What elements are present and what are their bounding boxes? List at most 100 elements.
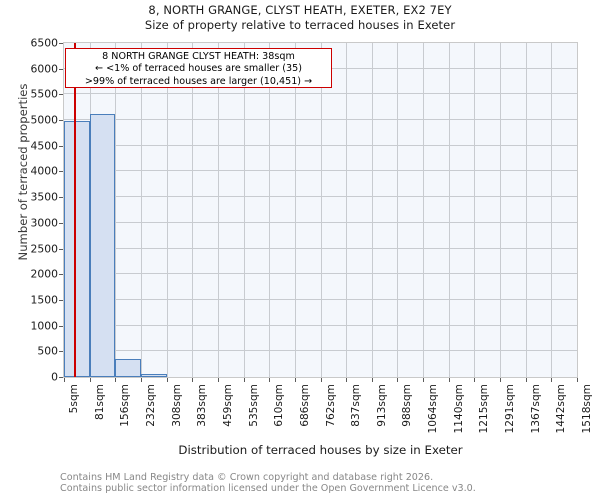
gridline-vertical: [423, 43, 425, 377]
gridline-horizontal: [64, 170, 577, 172]
y-axis-tick-mark: [59, 120, 63, 122]
y-axis-tick-mark: [59, 222, 63, 224]
gridline-vertical: [500, 43, 502, 377]
x-axis-tick-label: 308sqm: [170, 384, 183, 427]
gridline-vertical: [269, 43, 271, 377]
x-axis-tick-mark: [500, 378, 502, 382]
y-axis-tick-label: 6500: [30, 36, 58, 50]
gridline-vertical: [551, 43, 553, 377]
gridline-horizontal: [64, 298, 577, 300]
gridline-horizontal: [64, 324, 577, 326]
x-axis-tick-label: 383sqm: [196, 384, 209, 427]
x-axis-tick-label: 459sqm: [221, 384, 234, 427]
x-axis-tick-mark: [423, 378, 425, 382]
bar: [64, 121, 90, 377]
gridline-vertical: [166, 43, 168, 377]
plot-area: [63, 42, 578, 378]
property-size-marker-line: [74, 43, 77, 377]
y-axis-tick-mark: [59, 145, 63, 147]
annotation-line-3: >99% of terraced houses are larger (10,4…: [84, 75, 313, 87]
gridline-vertical: [140, 43, 142, 377]
y-axis-tick-label: 1500: [30, 293, 58, 307]
gridline-vertical: [371, 43, 373, 377]
y-axis-tick-label: 2500: [30, 242, 58, 256]
x-axis-tick-mark: [320, 378, 322, 382]
gridline-horizontal: [64, 350, 577, 352]
y-axis-tick-mark: [59, 248, 63, 250]
y-axis-tick-label: 500: [37, 344, 58, 358]
x-axis-tick-mark: [397, 378, 399, 382]
y-axis-tick-label: 5500: [30, 87, 58, 101]
x-axis-tick-label: 988sqm: [401, 384, 414, 427]
gridline-horizontal: [64, 196, 577, 198]
x-axis-tick-mark: [64, 378, 65, 382]
x-axis-tick-mark: [89, 378, 91, 382]
gridline-vertical: [397, 43, 399, 377]
y-axis-tick-mark: [59, 171, 63, 173]
y-axis-tick-mark: [59, 68, 63, 70]
chart-title: 8, NORTH GRANGE, CLYST HEATH, EXETER, EX…: [148, 3, 452, 17]
x-axis-tick-label: 81sqm: [93, 384, 106, 421]
footer-line-2: Contains public sector information licen…: [60, 483, 476, 495]
y-axis-tick-label: 3000: [30, 216, 58, 230]
x-axis-tick-mark: [115, 378, 117, 382]
y-axis-tick-label: 5000: [30, 113, 58, 127]
x-axis-tick-mark: [140, 378, 142, 382]
gridline-horizontal: [64, 119, 577, 121]
gridline-vertical: [192, 43, 194, 377]
gridline-vertical: [346, 43, 348, 377]
x-axis-tick-mark: [448, 378, 450, 382]
x-axis-tick-label: 156sqm: [119, 384, 132, 427]
chart-subtitle: Size of property relative to terraced ho…: [144, 18, 456, 32]
y-axis-tick-label: 0: [51, 370, 58, 384]
x-axis-tick-label: 1064sqm: [427, 384, 440, 434]
gridline-horizontal: [64, 221, 577, 223]
y-axis-tick-mark: [59, 351, 63, 353]
x-axis-tick-mark: [217, 378, 219, 382]
x-axis-tick-label: 1442sqm: [555, 384, 568, 434]
x-axis-tick-label: 610sqm: [273, 384, 286, 427]
x-axis-tick-mark: [474, 378, 476, 382]
x-axis-tick-mark: [243, 378, 245, 382]
x-axis-tick-label: 913sqm: [375, 384, 388, 427]
annotation-line-2: ← <1% of terraced houses are smaller (35…: [95, 63, 302, 75]
gridline-vertical: [217, 43, 219, 377]
gridline-vertical: [115, 43, 117, 377]
gridline-vertical: [243, 43, 245, 377]
y-axis-tick-labels: 0 500 1000 1500 2000 2500 3000 3500 4000 4500 5000…: [0, 37, 58, 384]
y-axis-tick-label: 4500: [30, 139, 58, 153]
annotation-line-1: 8 NORTH GRANGE CLYST HEATH: 38sqm: [102, 51, 295, 62]
footer-line-1: Contains HM Land Registry data © Crown c…: [60, 472, 434, 483]
x-axis-tick-mark: [577, 378, 578, 382]
bar: [115, 358, 141, 377]
x-axis-tick-label: 1140sqm: [452, 384, 465, 434]
x-axis-tick-label: 1215sqm: [478, 384, 491, 434]
x-axis-tick-label: 837sqm: [350, 384, 363, 427]
y-axis-tick-mark: [59, 43, 63, 44]
x-axis-tick-label: 535sqm: [247, 384, 260, 427]
x-axis-tick-mark: [269, 378, 271, 382]
x-axis-tick-mark: [371, 378, 373, 382]
x-axis-tick-mark: [346, 378, 348, 382]
gridline-vertical: [474, 43, 476, 377]
y-axis-tick-mark: [59, 299, 63, 301]
y-axis-tick-mark: [59, 325, 63, 327]
x-axis-tick-mark: [551, 378, 553, 382]
x-axis-tick-label: 762sqm: [324, 384, 337, 427]
gridline-vertical: [448, 43, 450, 377]
gridline-vertical: [577, 43, 578, 377]
y-axis-tick-label: 4000: [30, 164, 58, 178]
y-axis-tick-label: 3500: [30, 190, 58, 204]
x-axis-tick-mark: [166, 378, 168, 382]
gridline-horizontal: [64, 247, 577, 249]
y-axis-title: Number of terraced properties: [16, 83, 30, 261]
gridline-horizontal: [64, 93, 577, 95]
bar: [89, 113, 116, 377]
gridline-horizontal: [64, 144, 577, 146]
x-axis-tick-mark: [294, 378, 296, 382]
y-axis-tick-label: 2000: [30, 267, 58, 281]
gridline-vertical: [294, 43, 296, 377]
y-axis-tick-label: 1000: [30, 319, 58, 333]
gridline-vertical: [525, 43, 527, 377]
